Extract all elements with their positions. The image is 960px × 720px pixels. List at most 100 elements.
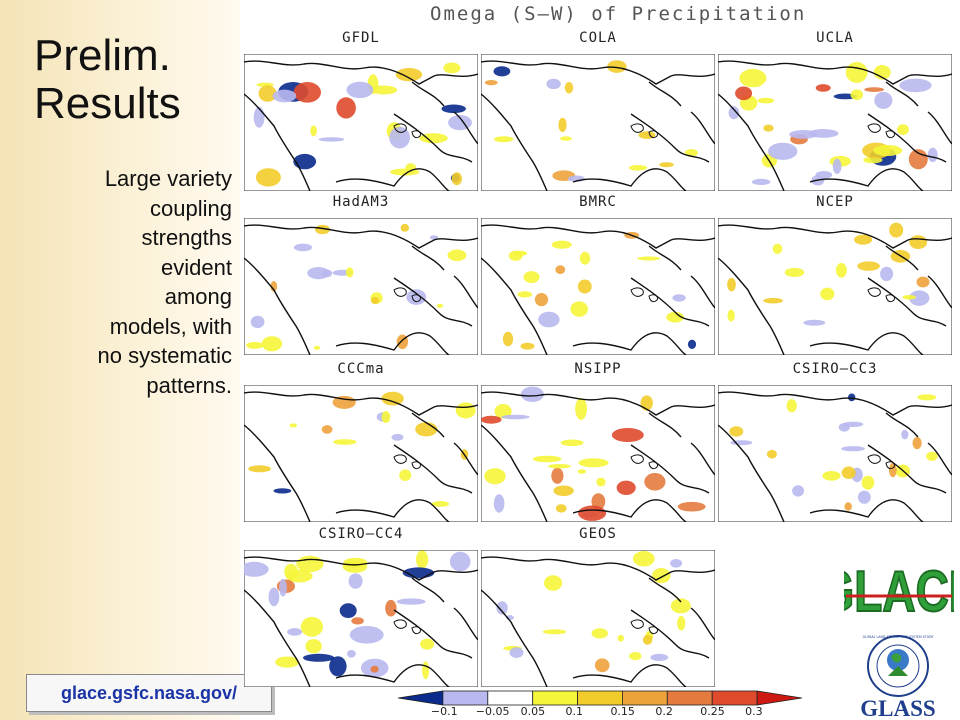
contour-blob [909,235,928,249]
contour-blob [273,488,292,494]
contour-blob [850,89,864,100]
contour-blob [293,82,321,103]
contour-blob [310,125,317,137]
tree-icon [888,666,908,676]
coastline [481,556,715,687]
great-lakes [630,454,658,470]
contour-blob [659,162,674,168]
contour-blob [591,628,608,639]
contour-blob [336,97,356,119]
panel-label: BMRC [579,194,617,210]
coastline [481,224,715,355]
contour-blob [481,415,502,424]
contour-blob [902,295,916,300]
contour-blob [493,66,511,77]
url-text[interactable]: glace.gsfc.nasa.gov/ [60,683,238,703]
contour-blob [534,293,549,307]
coastline [718,391,952,522]
map-svg [718,54,952,191]
contour-blob [729,426,744,437]
map-background [481,54,715,191]
contour-blob [389,126,410,149]
globe-land-icon [891,653,902,663]
panel-label: UCLA [816,30,854,46]
contour-blob [451,172,462,186]
colorbar-segment [666,690,713,706]
contour-blob [303,653,335,662]
contour-blob [551,240,572,249]
contour-blob [313,345,321,350]
body-line: evident [161,254,232,280]
colorbar-segment [532,690,578,706]
coastline [718,224,952,355]
contour-blob [897,124,909,135]
contour-blob [650,653,669,661]
contour-blob [429,235,439,240]
great-lakes [630,123,658,139]
body-line: strengths [141,225,233,250]
contour-blob [513,250,528,256]
map-svg [244,550,478,687]
contour-blob [864,87,884,92]
colorbar-tick-label: 0.2 [655,705,673,718]
contour-blob [520,386,544,402]
contour-blob [560,439,584,447]
contour-blob [329,656,347,677]
map-panel [481,218,715,355]
contour-blob [728,106,740,120]
contour-blob [687,339,697,349]
contour-blob [551,467,564,484]
contour-blob [436,303,443,308]
map-background [718,385,952,522]
body-line: patterns. [146,372,232,398]
contour-blob [321,269,333,278]
contour-blob [422,661,430,680]
contour-blob [300,616,323,637]
url-box[interactable]: glace.gsfc.nasa.gov/ [26,674,272,712]
contour-blob [293,153,317,170]
contour-blob [496,601,508,615]
panel-label: CSIRO—CC4 [318,526,404,542]
map-panel [481,550,715,687]
contour-blob [889,222,904,238]
contour-blob [575,397,587,420]
contour-blob [370,85,398,95]
contour-blob [345,267,354,278]
contour-blob [339,603,357,618]
coastline [481,391,715,522]
body-line: models, with [109,313,232,339]
contour-blob [820,287,835,301]
contour-blob [628,165,648,171]
contour-blob [616,480,636,495]
contour-blob [318,137,345,142]
colorbar-tick-label: 0.3 [745,705,763,718]
contour-blob [844,502,852,511]
contour-blob [766,449,777,459]
contour-blob [909,290,930,306]
contour-blob [279,578,287,597]
contour-blob [253,106,265,128]
panel-label: COLA [579,30,617,46]
contour-blob [493,494,505,513]
contour-blob [594,658,610,673]
contour-blob [579,251,591,265]
map-panel [718,385,952,522]
contour-blob [258,85,277,102]
colorbar-tick-label: −0.05 [475,705,510,718]
great-lakes [393,123,421,139]
great-lakes [867,454,895,470]
contour-blob [916,276,930,288]
contour-blob [727,309,735,322]
contour-blob [370,297,380,304]
contour-blob [289,423,297,428]
contour-blob [415,422,438,437]
map-panel [481,54,715,191]
contour-blob [544,575,563,591]
contour-blob [861,475,875,490]
colorbar-segment [487,690,534,706]
contour-blob [763,297,783,304]
contour-blob [509,647,524,658]
contour-blob [493,136,514,143]
contour-blob [555,504,567,513]
contour-blob [670,598,691,614]
